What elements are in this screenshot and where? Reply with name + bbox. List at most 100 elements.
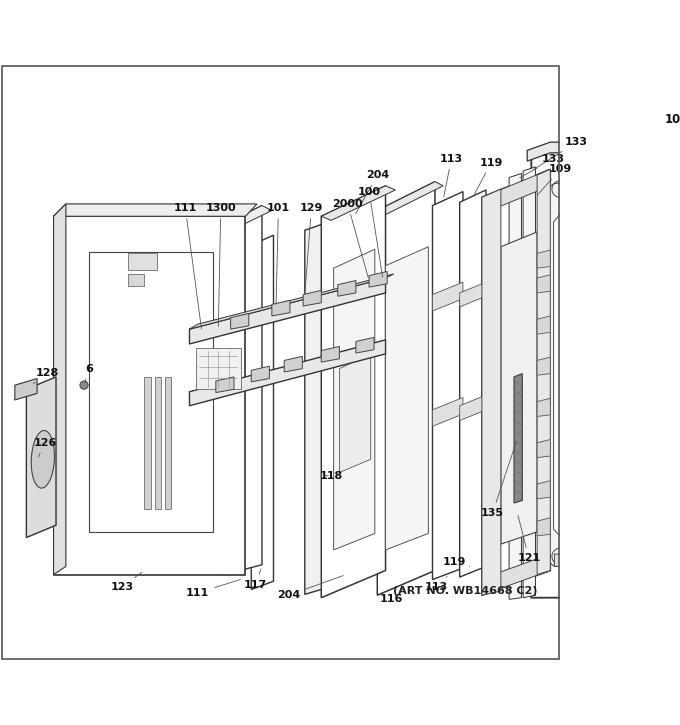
Polygon shape — [224, 206, 272, 228]
Polygon shape — [460, 282, 486, 307]
Text: 111: 111 — [173, 203, 201, 329]
Bar — [196, 348, 241, 389]
Text: 106: 106 — [0, 724, 1, 725]
Bar — [661, 228, 675, 244]
Ellipse shape — [80, 381, 88, 389]
Text: 1300: 1300 — [205, 203, 236, 326]
Polygon shape — [482, 554, 550, 595]
Text: 117: 117 — [243, 569, 267, 589]
Polygon shape — [537, 357, 550, 376]
Polygon shape — [432, 282, 463, 311]
Bar — [661, 492, 675, 507]
Polygon shape — [509, 173, 522, 600]
Polygon shape — [165, 377, 171, 509]
Text: 107: 107 — [0, 724, 1, 725]
Polygon shape — [386, 247, 428, 550]
Polygon shape — [501, 232, 537, 544]
Text: 113: 113 — [425, 576, 448, 592]
Polygon shape — [144, 377, 151, 509]
Polygon shape — [537, 170, 550, 575]
Text: 113: 113 — [440, 154, 463, 197]
Text: 123: 123 — [110, 572, 142, 592]
Text: 6: 6 — [85, 364, 93, 383]
Polygon shape — [27, 377, 56, 537]
Text: 111: 111 — [186, 579, 240, 597]
Polygon shape — [190, 340, 386, 406]
Polygon shape — [321, 347, 339, 362]
Text: 128: 128 — [33, 368, 59, 384]
Text: (ART NO. WB14668 C2): (ART NO. WB14668 C2) — [393, 586, 538, 596]
Polygon shape — [537, 316, 550, 334]
Polygon shape — [537, 518, 550, 536]
Text: 133: 133 — [534, 137, 588, 170]
Ellipse shape — [31, 431, 54, 488]
Text: 118: 118 — [320, 471, 343, 481]
Polygon shape — [15, 378, 37, 400]
Text: 204: 204 — [277, 576, 343, 600]
Polygon shape — [554, 554, 667, 571]
Text: 135: 135 — [481, 442, 516, 518]
Bar — [128, 274, 144, 286]
Polygon shape — [523, 167, 535, 597]
Text: 107: 107 — [665, 113, 680, 126]
Polygon shape — [321, 186, 395, 220]
Polygon shape — [155, 377, 161, 509]
Bar — [661, 517, 675, 531]
Polygon shape — [537, 481, 550, 499]
Text: 129: 129 — [300, 203, 323, 291]
Bar — [661, 253, 675, 268]
Polygon shape — [482, 189, 501, 595]
Polygon shape — [377, 182, 435, 595]
Polygon shape — [377, 182, 443, 215]
Polygon shape — [537, 398, 550, 416]
Text: 119: 119 — [474, 158, 503, 195]
Text: 100: 100 — [358, 186, 383, 277]
Polygon shape — [537, 439, 550, 457]
Polygon shape — [231, 313, 249, 329]
Text: 121: 121 — [517, 515, 541, 563]
Text: 109: 109 — [537, 165, 572, 195]
Polygon shape — [339, 354, 371, 473]
Polygon shape — [216, 377, 234, 392]
Polygon shape — [432, 191, 463, 579]
Polygon shape — [303, 291, 321, 306]
Text: 126: 126 — [33, 438, 57, 457]
Polygon shape — [284, 356, 303, 372]
Text: 107: 107 — [0, 724, 1, 725]
Bar — [661, 542, 675, 557]
Text: 2000: 2000 — [333, 199, 369, 278]
Polygon shape — [190, 278, 386, 344]
Polygon shape — [539, 148, 544, 597]
Text: 116: 116 — [379, 589, 403, 605]
Polygon shape — [190, 274, 394, 329]
Polygon shape — [537, 275, 550, 293]
Polygon shape — [369, 271, 387, 287]
Text: 119: 119 — [443, 558, 470, 567]
Bar — [661, 278, 675, 293]
Text: 104: 104 — [0, 724, 1, 725]
Polygon shape — [305, 225, 321, 594]
Polygon shape — [531, 146, 680, 597]
Polygon shape — [514, 373, 522, 503]
Text: 101: 101 — [267, 203, 290, 304]
Polygon shape — [537, 250, 550, 268]
Bar — [128, 253, 156, 270]
Polygon shape — [54, 204, 66, 575]
Polygon shape — [527, 142, 680, 161]
Polygon shape — [554, 212, 669, 537]
Polygon shape — [338, 281, 356, 297]
Text: 204: 204 — [356, 170, 389, 214]
Polygon shape — [272, 300, 290, 316]
Polygon shape — [460, 190, 486, 577]
Polygon shape — [251, 235, 273, 589]
Polygon shape — [251, 366, 269, 382]
Polygon shape — [89, 252, 213, 531]
Polygon shape — [224, 206, 262, 575]
Polygon shape — [356, 337, 374, 353]
Polygon shape — [544, 183, 679, 566]
Polygon shape — [334, 249, 375, 550]
Polygon shape — [482, 170, 550, 595]
Polygon shape — [460, 395, 486, 420]
Polygon shape — [54, 216, 245, 575]
Polygon shape — [482, 170, 550, 214]
